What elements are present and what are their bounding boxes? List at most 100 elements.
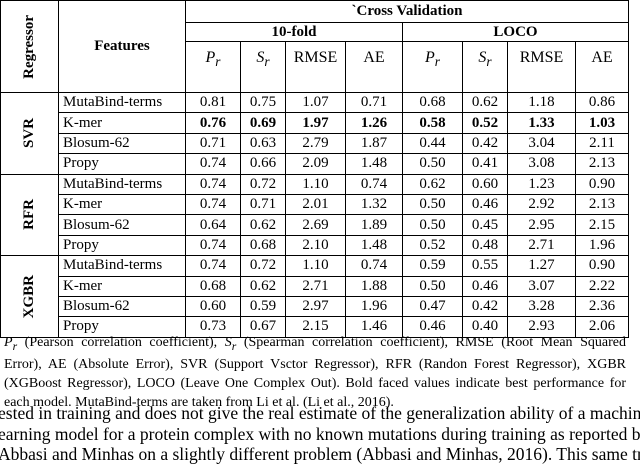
- value-cell: 0.68: [402, 91, 463, 114]
- feature-cell: K-mer: [58, 275, 186, 297]
- value-cell: 0.44: [402, 132, 463, 155]
- value-cell: 2.71: [285, 275, 346, 297]
- metric-symbol: S: [256, 49, 265, 66]
- value-cell: 0.42: [462, 132, 508, 155]
- feature-cell: Propy: [58, 234, 186, 257]
- value-cell: 0.50: [402, 214, 463, 236]
- metric-header: AE: [574, 41, 630, 93]
- value-cell: 2.36: [574, 295, 630, 318]
- value-cell: 3.07: [507, 275, 576, 297]
- value-cell: 0.68: [185, 275, 241, 297]
- regressor-cell: SVR: [0, 92, 59, 175]
- value-cell: 0.58: [402, 112, 463, 134]
- header-row: Pr Sr RMSE AE Pr Sr RMSE AE: [1, 41, 630, 93]
- metric-header: RMSE: [285, 41, 346, 93]
- value-cell: 1.88: [345, 275, 403, 297]
- data-row: Propy 0.74 0.68 2.10 1.48 0.52 0.48 2.71 1.96: [1, 234, 630, 257]
- feature-cell: K-mer: [58, 193, 186, 216]
- value-cell: 2.22: [574, 275, 630, 297]
- metric-subscript: r: [264, 54, 270, 70]
- caption-text: P: [4, 335, 13, 350]
- value-cell: 0.71: [345, 91, 403, 114]
- value-cell: 0.86: [574, 91, 630, 114]
- value-cell: 0.62: [240, 275, 286, 297]
- value-cell: 0.59: [402, 255, 463, 277]
- value-cell: 2.69: [285, 214, 346, 236]
- data-row: K-mer 0.68 0.62 2.71 1.88 0.50 0.46 3.07 2.22: [1, 275, 630, 297]
- caption-line: Error), AE (Absolute Error), SVR (Suppor…: [4, 356, 626, 375]
- value-cell: 1.26: [345, 112, 403, 134]
- metric-subscript: r: [434, 54, 440, 70]
- metric-subscript: r: [486, 54, 492, 70]
- value-cell: 0.74: [185, 193, 241, 216]
- value-cell: 0.68: [240, 234, 286, 257]
- value-cell: 2.97: [285, 295, 346, 318]
- table-header: Regressor Features `Cross Validation 10-fol…: [0, 0, 630, 93]
- value-cell: 0.69: [240, 112, 286, 134]
- value-cell: 0.52: [462, 112, 508, 134]
- value-cell: 1.07: [285, 91, 346, 114]
- value-cell: 2.79: [285, 132, 346, 155]
- metric-header: Pr: [185, 41, 241, 93]
- value-cell: 0.48: [462, 234, 508, 257]
- value-cell: 0.62: [402, 173, 463, 195]
- value-cell: 0.50: [402, 193, 463, 216]
- value-cell: 3.04: [507, 132, 576, 155]
- scheme-header: LOCO: [401, 22, 630, 42]
- caption-text: each model. MutaBind-terms are taken fro…: [4, 394, 394, 410]
- value-cell: 1.10: [285, 255, 346, 277]
- value-cell: 0.75: [240, 91, 286, 114]
- value-cell: 2.13: [574, 193, 630, 216]
- regressor-name: XGBR: [21, 274, 37, 319]
- metric-header: Pr: [402, 41, 463, 93]
- feature-cell: Blosum-62: [58, 295, 186, 318]
- table-body: SVR MutaBind-terms 0.81 0.75 1.07 0.71 0.68 0.6…: [0, 91, 630, 338]
- data-row: K-mer 0.74 0.71 2.01 1.32 0.50 0.46 2.92 2.13: [1, 193, 630, 216]
- caption-text: (XGBoost Regressor), LOCO (Leave One Com…: [4, 375, 626, 391]
- value-cell: 1.18: [507, 91, 576, 114]
- scheme-header: 10-fold: [185, 22, 403, 42]
- regressor-name: SVR: [21, 118, 37, 149]
- value-cell: 0.46: [462, 275, 508, 297]
- value-cell: 1.97: [285, 112, 346, 134]
- value-cell: 0.46: [462, 193, 508, 216]
- data-row: Propy 0.74 0.66 2.09 1.48 0.50 0.41 3.08 2.13: [1, 153, 630, 175]
- data-row: Blosum-62 0.71 0.63 2.79 1.87 0.44 0.42 3.04 2.1…: [1, 132, 630, 155]
- value-cell: 0.47: [402, 295, 463, 318]
- header-row: Regressor Features `Cross Validation: [0, 0, 630, 93]
- value-cell: 0.46: [402, 316, 463, 338]
- body-line: ested in training and does not give the …: [0, 403, 640, 423]
- caption: Pr (Pearson correlation coefficient), Sr…: [4, 334, 626, 412]
- feature-cell: Propy: [58, 153, 186, 175]
- caption-line: each model. MutaBind-terms are taken fro…: [4, 394, 626, 413]
- metric-symbol: P: [205, 49, 216, 66]
- data-row: SVR MutaBind-terms 0.81 0.75 1.07 0.71 0.68 0.6…: [0, 91, 630, 175]
- value-cell: 1.87: [345, 132, 403, 155]
- value-cell: 0.72: [240, 173, 286, 195]
- feature-cell: Blosum-62: [58, 214, 186, 236]
- value-cell: 1.03: [574, 112, 630, 134]
- value-cell: 0.55: [462, 255, 508, 277]
- features-header: Features: [58, 0, 186, 93]
- value-cell: 0.90: [574, 255, 630, 277]
- metric-subscript: r: [215, 54, 221, 70]
- body-line: Abbasi and Minhas on a slightly differen…: [0, 444, 640, 464]
- super-header: `Cross Validation: [184, 0, 630, 23]
- value-cell: 2.10: [285, 234, 346, 257]
- value-cell: 1.48: [345, 153, 403, 175]
- value-cell: 0.62: [240, 214, 286, 236]
- data-row: Propy 0.73 0.67 2.15 1.46 0.46 0.40 2.93 2.06: [1, 316, 630, 338]
- data-row: K-mer 0.76 0.69 1.97 1.26 0.58 0.52 1.33 1.03: [1, 112, 630, 134]
- data-row: RFR MutaBind-terms 0.74 0.72 1.10 0.74 0.62 0.6…: [0, 173, 630, 257]
- regressor-cell: XGBR: [0, 255, 59, 338]
- body-text: ested in training and does not give the …: [0, 403, 640, 465]
- regressor-header-text: Regressor: [21, 14, 37, 79]
- value-cell: 2.06: [574, 316, 630, 338]
- value-cell: 0.59: [240, 295, 286, 318]
- value-cell: 3.08: [507, 153, 576, 175]
- value-cell: 0.81: [185, 91, 241, 114]
- feature-cell: K-mer: [58, 112, 186, 134]
- value-cell: 0.74: [185, 234, 241, 257]
- value-cell: 2.01: [285, 193, 346, 216]
